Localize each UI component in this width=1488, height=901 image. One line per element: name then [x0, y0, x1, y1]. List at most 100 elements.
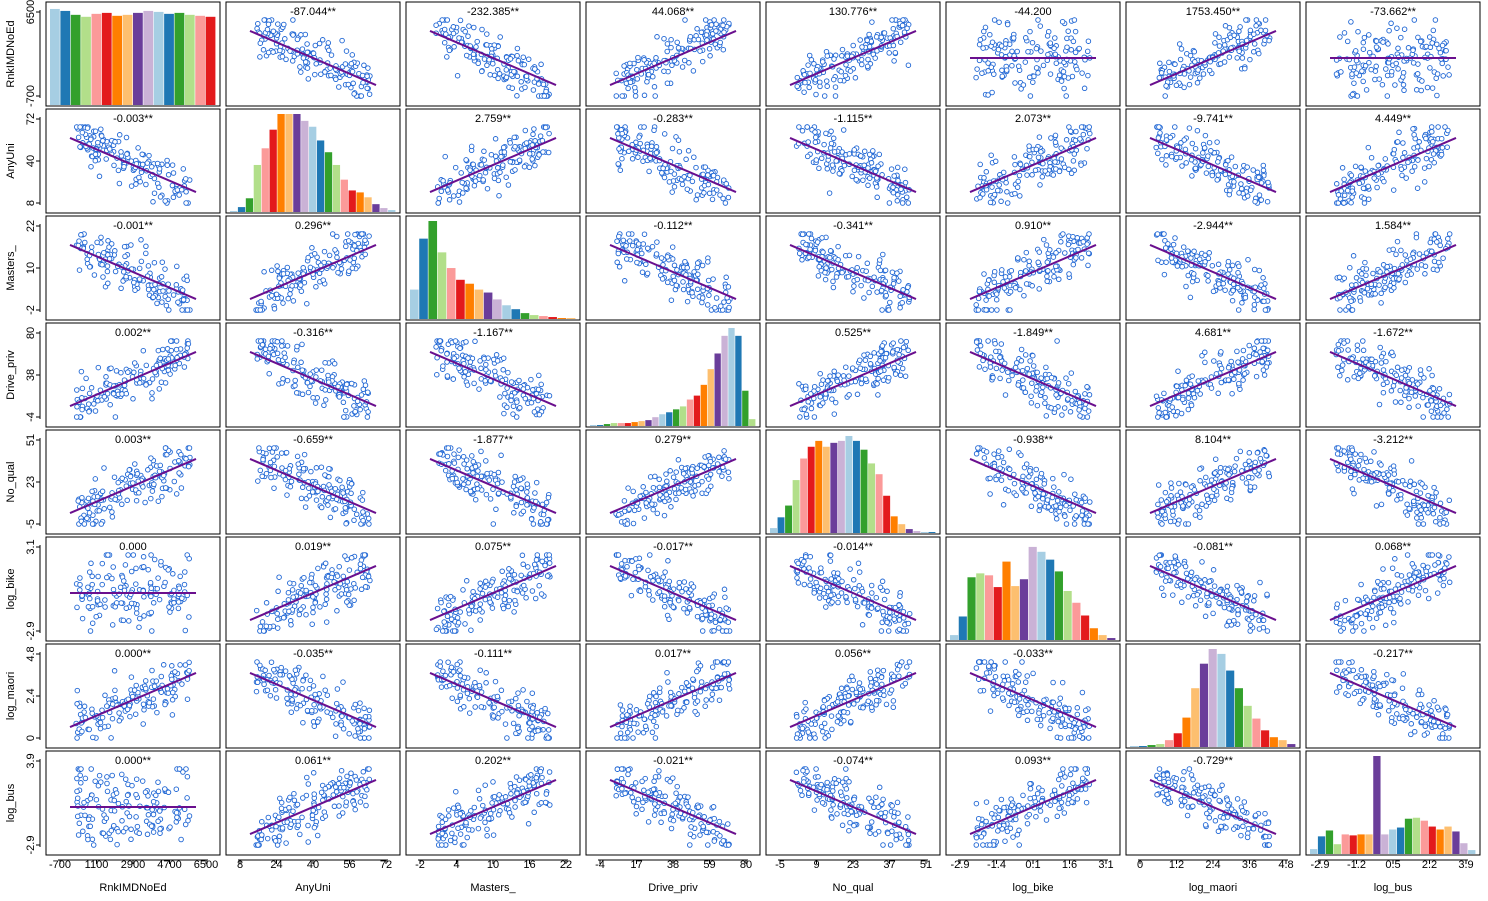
scatter-point: [174, 263, 180, 270]
histogram-bar: [596, 425, 604, 426]
scatter-point: [812, 134, 819, 141]
scatter-point: [342, 61, 349, 67]
scatter-point: [679, 64, 686, 70]
scatter-point: [96, 508, 102, 514]
scatter-point: [889, 269, 896, 275]
scatter-point: [296, 471, 302, 478]
scatter-point: [1195, 378, 1202, 384]
scatter-point: [1061, 73, 1068, 80]
histogram-bar: [112, 15, 123, 105]
scatter-point: [469, 453, 475, 459]
scatter-point: [145, 286, 152, 293]
scatter-point: [478, 365, 484, 372]
scatter-point: [901, 29, 908, 35]
scatter-point: [816, 263, 822, 270]
scatter-point: [1415, 157, 1421, 163]
scatter-point: [1247, 187, 1254, 193]
scatter-point: [464, 466, 470, 472]
scatter-point: [663, 492, 670, 498]
scatter-point: [274, 263, 280, 269]
scatter-point: [313, 284, 319, 290]
scatter-point: [1366, 32, 1372, 38]
scatter-point: [1194, 127, 1201, 134]
scatter-point: [1153, 393, 1160, 399]
scatter-point: [718, 303, 724, 309]
scatter-point: [1068, 47, 1075, 53]
scatter-point: [470, 51, 477, 58]
scatter-point: [89, 488, 95, 495]
scatter-point: [307, 264, 314, 271]
scatter-point: [806, 254, 812, 261]
scatter-point: [437, 451, 443, 457]
scatter-point: [717, 192, 723, 198]
scatter-point: [1068, 170, 1075, 177]
scatter-point: [1026, 258, 1032, 265]
scatter-point: [1192, 165, 1199, 172]
scatter-point: [1024, 365, 1031, 372]
scatter-point: [857, 37, 863, 43]
scatter-point: [663, 471, 669, 477]
scatter-point: [1176, 41, 1183, 47]
scatter-point: [265, 49, 272, 56]
scatter-point: [149, 488, 156, 494]
scatter-point: [109, 509, 115, 515]
scatter-point: [1401, 26, 1408, 32]
cell-frame: [945, 1, 1121, 107]
scatter-point: [168, 347, 175, 354]
scatter-point: [1039, 389, 1045, 395]
scatter-point: [472, 496, 479, 503]
scatter-point: [669, 244, 676, 250]
scatter-point: [1254, 339, 1260, 345]
scatter-point: [131, 279, 137, 286]
scatter-point: [1247, 56, 1253, 63]
scatter-point: [261, 17, 267, 23]
scatter-point: [76, 238, 82, 244]
scatter-point: [1211, 358, 1217, 364]
scatter-point: [349, 265, 356, 271]
scatter-point: [1363, 87, 1370, 93]
scatter-point: [107, 401, 113, 408]
scatter-point: [1009, 48, 1015, 55]
scatter-point: [1191, 271, 1197, 277]
scatter-point: [139, 161, 146, 168]
scatter-point: [1415, 403, 1421, 409]
scatter-point: [1041, 236, 1047, 243]
scatter-point: [1179, 263, 1185, 270]
scatter-point: [1050, 254, 1057, 260]
scatter-point: [1231, 32, 1237, 39]
scatter-point: [438, 347, 444, 354]
scatter-point: [1023, 268, 1029, 274]
scatter-point: [292, 382, 298, 389]
scatter-point: [661, 512, 668, 519]
scatter-point: [644, 270, 651, 277]
scatter-point: [449, 475, 456, 482]
scatter-point: [434, 371, 440, 378]
scatter-point: [830, 168, 836, 174]
scatter-point: [846, 151, 853, 157]
scatter-point: [1052, 139, 1059, 146]
scatter-point: [1262, 307, 1269, 313]
scatter-point: [806, 84, 812, 91]
scatter-point: [899, 365, 906, 372]
scatter-point: [105, 238, 111, 244]
scatter-point: [874, 194, 880, 201]
scatter-point: [1036, 134, 1043, 140]
scatter-point: [151, 190, 158, 196]
scatter-point: [150, 294, 156, 300]
scatter-point: [1053, 263, 1059, 270]
scatter-point: [318, 367, 325, 373]
histogram-bar: [638, 421, 645, 426]
scatter-point: [473, 44, 479, 50]
scatter-point: [1216, 34, 1222, 40]
scatter-point: [92, 476, 99, 482]
scatter-point: [445, 445, 452, 451]
scatter-point: [106, 146, 113, 152]
scatter-point: [488, 46, 495, 52]
scatter-point: [157, 462, 164, 469]
cell-r5-c4: 0.279**: [585, 429, 761, 535]
scatter-point: [299, 46, 306, 52]
scatter-point: [1040, 62, 1047, 69]
scatter-point: [1239, 168, 1246, 174]
scatter-point: [1202, 132, 1209, 139]
